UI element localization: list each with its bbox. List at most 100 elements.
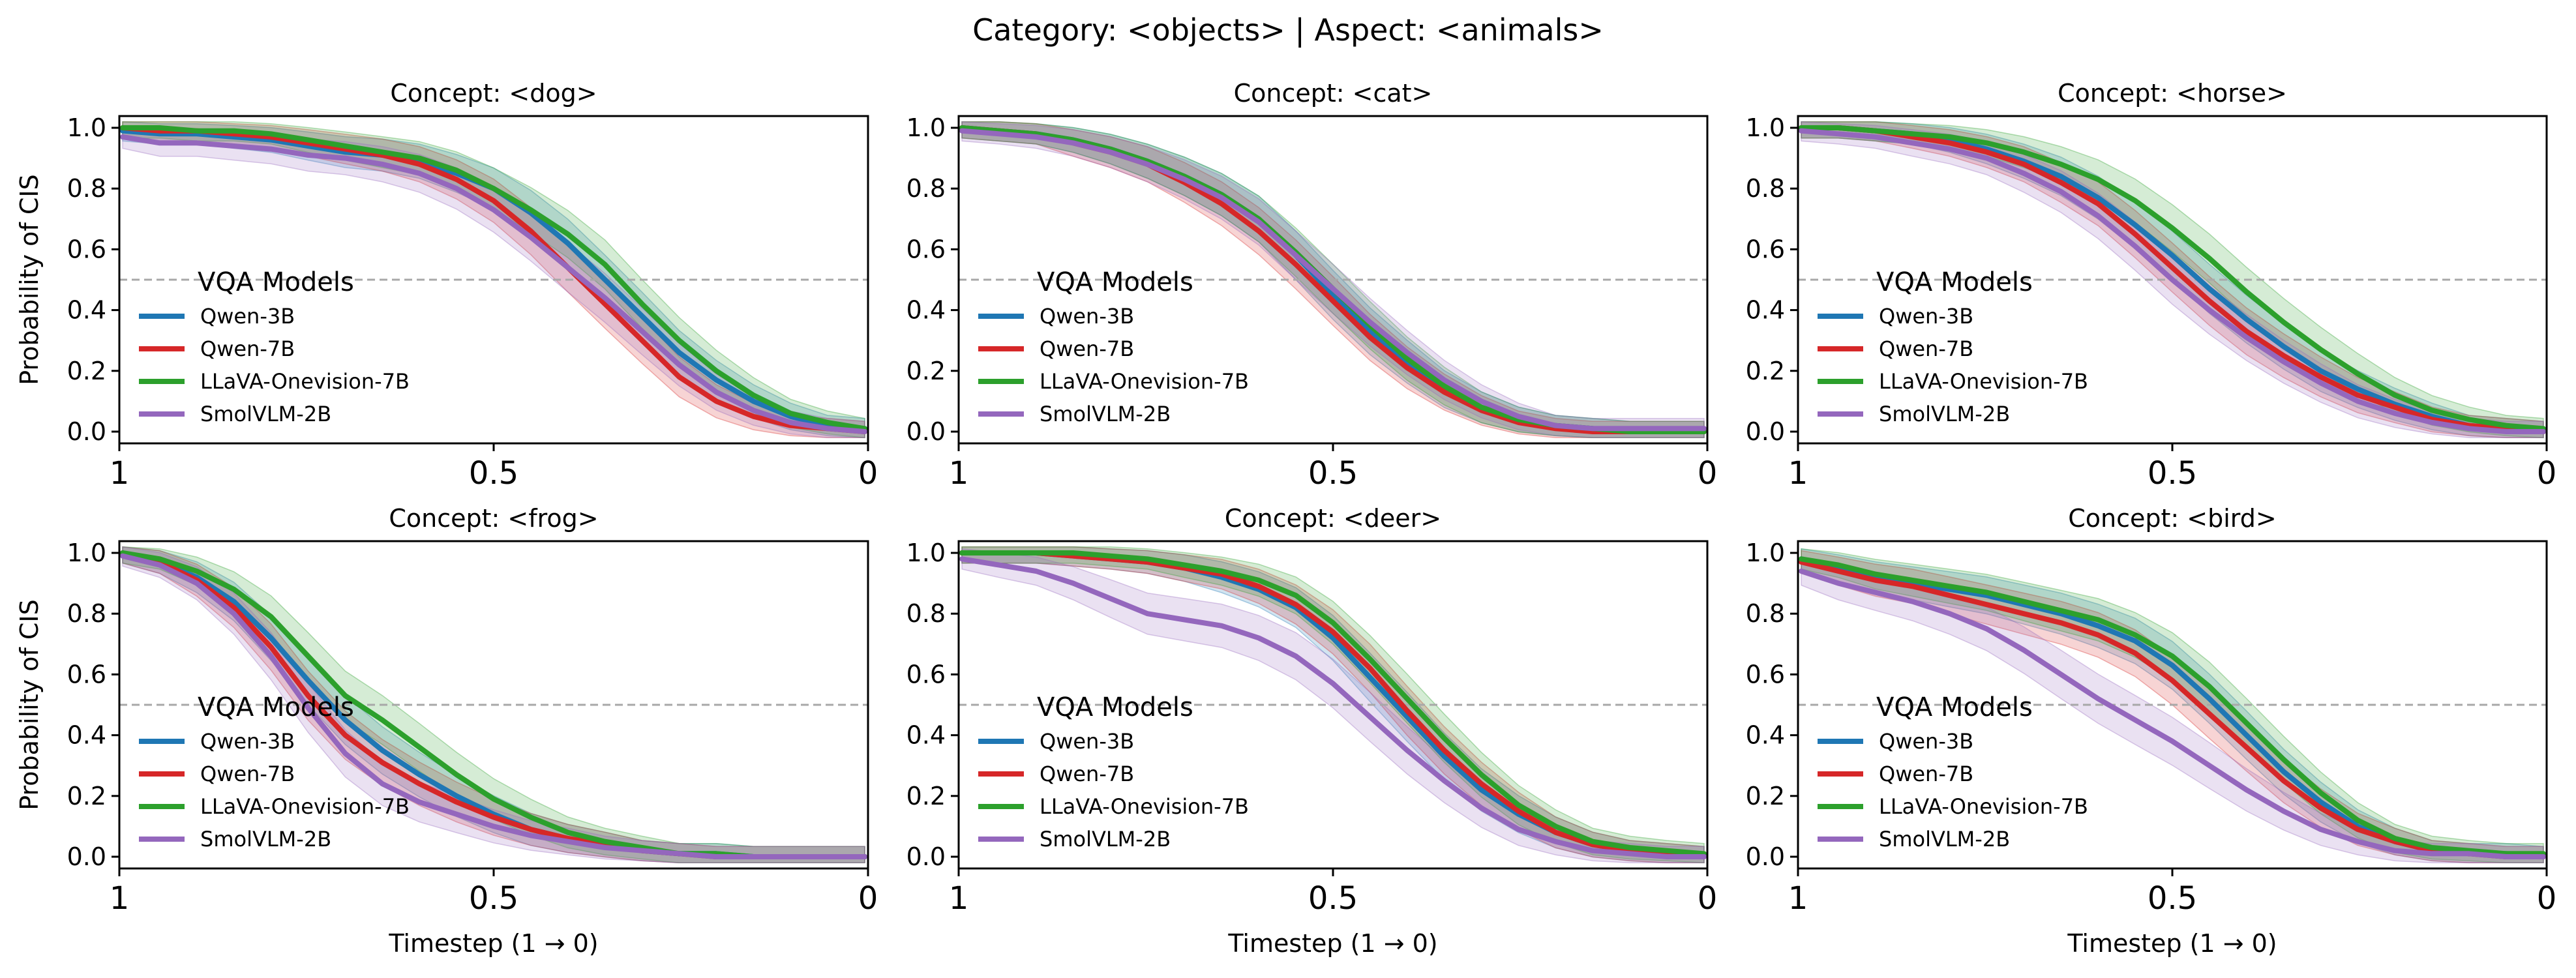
x-tick-label: 0 [1698,455,1718,492]
series-line-smolvlm-2b [120,553,867,859]
legend-title: VQA Models [1876,692,2033,722]
y-tick-label: 0.2 [1746,357,1785,385]
legend-label: SmolVLM-2B [1879,402,2010,426]
x-tick-label: 0.5 [469,880,518,917]
band-qwen-3b [961,546,1705,864]
panel-title: Concept: <horse> [2058,79,2287,108]
legend-label: Qwen-3B [200,304,295,329]
series-line-llava-onevision-7b [120,125,867,432]
series-line-llava-onevision-7b [1799,125,2546,432]
y-tick-label: 0.6 [1746,235,1785,263]
legend: VQA Models Qwen-3B Qwen-7B LLaVA-Onevision-… [978,267,1249,426]
series-line-llava-onevision-7b [1799,556,2546,857]
legend-title: VQA Models [1876,267,2033,297]
legend-title: VQA Models [1037,692,1193,722]
legend-label: Qwen-3B [1879,304,1973,329]
x-tick-label: 1 [1788,455,1808,492]
series-line-smolvlm-2b [120,134,867,434]
legend-label: Qwen-3B [1879,729,1973,754]
panel-2: Concept: <horse> 0.0 0.2 0.4 0.6 0.8 1.0 1 0.5 0 V… [1746,79,2557,492]
legend: VQA Models Qwen-3B Qwen-7B LLaVA-Onevision-… [1818,267,2088,426]
y-tick-label: 0.8 [67,174,106,203]
x-tick-label: 1 [949,455,969,492]
y-tick-label: 1.0 [906,539,946,567]
y-tick-label: 1.0 [67,113,106,142]
legend-label: Qwen-7B [1879,762,1973,786]
series-line-llava-onevision-7b [959,550,1707,857]
x-tick-label: 0 [2537,455,2557,492]
legend-label: LLaVA-Onevision-7B [1879,369,2088,394]
legend-label: Qwen-7B [200,336,295,361]
series-line-smolvlm-2b [959,556,1707,859]
band-smolvlm-2b [1801,556,2544,864]
y-tick-label: 0.4 [1746,721,1785,750]
legend-label: SmolVLM-2B [1040,827,1171,852]
plot-area [119,121,868,439]
legend-label: LLaVA-Onevision-7B [1040,369,1249,394]
x-tick-label: 0 [858,455,878,492]
panel-0: Concept: <dog> 0.0 0.2 0.4 0.6 0.8 1.0 1 0.5 0 Pro… [15,79,878,492]
series-line-qwen-7b [1799,125,2546,434]
legend: VQA Models Qwen-3B Qwen-7B LLaVA-Onevision-… [978,692,1249,852]
figure-title: Category: <objects> | Aspect: <animals> [972,12,1604,48]
plot-area [119,546,868,864]
y-tick-label: 0.4 [906,721,946,750]
y-tick-label: 0.6 [906,660,946,689]
series-line-smolvlm-2b [959,128,1707,432]
panel-title: Concept: <cat> [1234,79,1433,108]
legend-label: Qwen-7B [200,762,295,786]
x-tick-label: 1 [110,455,130,492]
x-tick-label: 1 [1788,880,1808,917]
y-tick-label: 0.6 [1746,660,1785,689]
y-tick-label: 0.0 [1746,842,1785,871]
legend-label: LLaVA-Onevision-7B [200,369,410,394]
y-tick-label: 0.4 [67,296,106,325]
y-tick-label: 0.0 [1746,417,1785,446]
legend: VQA Models Qwen-3B Qwen-7B LLaVA-Onevision-… [1818,692,2088,852]
series-line-qwen-7b [120,125,867,434]
x-axis-label: Timestep (1 → 0) [1227,929,1437,958]
plot-area [959,121,1707,439]
x-tick-label: 0.5 [2148,455,2197,492]
x-tick-label: 1 [110,880,130,917]
y-tick-label: 0.0 [906,842,946,871]
series-line-smolvlm-2b [1799,128,2546,434]
x-tick-label: 0.5 [1308,880,1358,917]
y-tick-label: 0.2 [1746,782,1785,810]
legend-label: SmolVLM-2B [200,827,331,852]
band-qwen-7b [122,121,865,439]
y-tick-label: 0.8 [1746,174,1785,203]
legend-label: SmolVLM-2B [1040,402,1171,426]
y-tick-label: 0.6 [906,235,946,263]
y-tick-label: 1.0 [1746,113,1785,142]
legend-label: Qwen-3B [200,729,295,754]
series-line-smolvlm-2b [1799,569,2546,859]
legend-label: LLaVA-Onevision-7B [1040,794,1249,819]
y-tick-label: 0.0 [67,417,106,446]
band-smolvlm-2b [122,125,865,439]
band-llava-onevision-7b [961,546,1705,864]
panel-grid: Concept: <dog> 0.0 0.2 0.4 0.6 0.8 1.0 1 0.5 0 Pro… [15,79,2556,958]
x-tick-label: 1 [949,880,969,917]
panel-4: Concept: <deer> 0.0 0.2 0.4 0.6 0.8 1.0 1 0.5 0 Ti… [906,504,1718,958]
y-tick-label: 0.2 [906,782,946,810]
y-tick-label: 0.2 [67,357,106,385]
y-tick-label: 1.0 [906,113,946,142]
band-llava-onevision-7b [1801,121,2544,439]
panel-title: Concept: <dog> [390,79,597,108]
y-tick-label: 0.2 [906,357,946,385]
band-qwen-3b [122,121,865,439]
legend: VQA Models Qwen-3B Qwen-7B LLaVA-Onevision-… [139,692,410,852]
plot-area [1798,121,2547,439]
legend-title: VQA Models [1037,267,1193,297]
legend-label: Qwen-3B [1040,304,1134,329]
legend-label: LLaVA-Onevision-7B [1879,794,2088,819]
y-tick-label: 0.4 [1746,296,1785,325]
y-tick-label: 1.0 [1746,539,1785,567]
series-line-qwen-7b [1799,559,2546,859]
y-tick-label: 0.6 [67,235,106,263]
panel-title: Concept: <bird> [2068,504,2276,533]
x-tick-label: 0.5 [469,455,518,492]
panel-3: Concept: <frog> 0.0 0.2 0.4 0.6 0.8 1.0 1 0.5 0 Pr… [15,504,878,958]
y-tick-label: 0.8 [906,599,946,628]
